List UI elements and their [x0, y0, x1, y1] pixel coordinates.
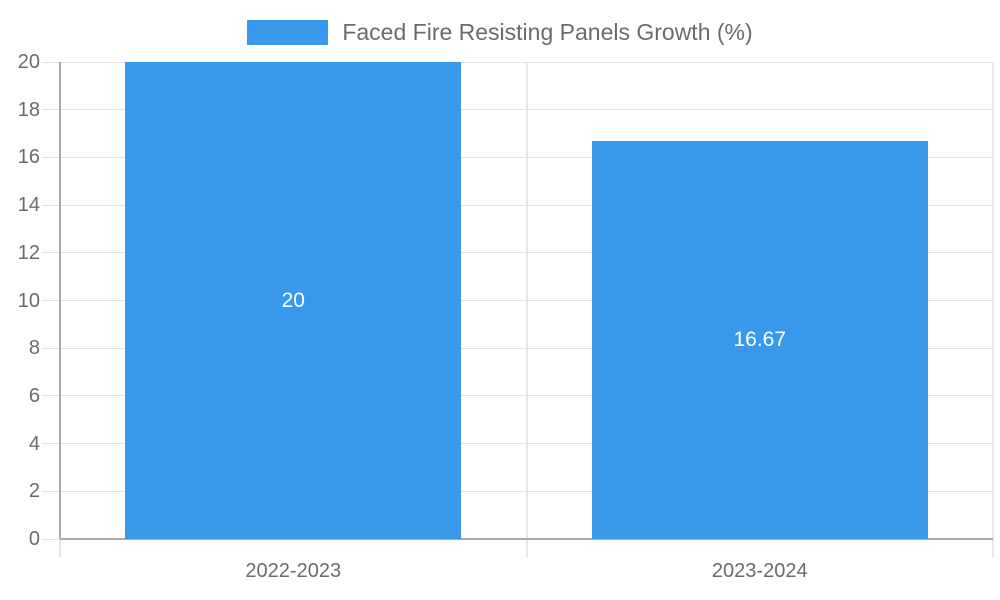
y-axis-tick-label: 18 — [17, 98, 40, 121]
y-axis-line — [59, 62, 61, 539]
legend-label: Faced Fire Resisting Panels Growth (%) — [342, 19, 753, 45]
y-gridline — [42, 204, 993, 206]
x-category-label: 2023-2024 — [711, 560, 808, 582]
y-gridline — [42, 443, 993, 445]
x-axis-tick — [992, 539, 994, 557]
y-gridline — [42, 395, 993, 397]
y-gridline — [42, 109, 993, 111]
y-gridline — [42, 156, 993, 158]
legend: Faced Fire Resisting Panels Growth (%) — [0, 19, 1000, 46]
x-axis-tick — [59, 539, 61, 557]
category-boundary-gridline — [992, 62, 994, 539]
y-axis-tick-label: 10 — [17, 289, 40, 312]
legend-swatch — [247, 20, 329, 45]
y-gridline — [42, 61, 993, 63]
y-axis-tick-label: 20 — [17, 51, 40, 73]
y-axis-tick-label: 12 — [17, 241, 40, 264]
x-category-label: 2022-2023 — [245, 560, 342, 582]
bar — [125, 62, 462, 539]
category-boundary-gridline — [525, 62, 528, 539]
y-axis-tick-label: 4 — [28, 432, 40, 455]
bar — [591, 141, 928, 539]
y-axis-tick-label: 6 — [28, 384, 40, 407]
y-axis-tick-label: 14 — [17, 194, 40, 217]
x-axis-tick — [525, 539, 528, 557]
bar-value-label: 20 — [281, 288, 305, 312]
y-gridline — [42, 300, 993, 301]
y-axis-tick-label: 8 — [28, 337, 40, 360]
x-axis-line — [60, 538, 993, 540]
bar-value-label: 16.67 — [733, 328, 787, 352]
y-gridline — [42, 490, 993, 492]
y-axis-tick-label: 2 — [28, 480, 40, 503]
y-axis-tick-label: 0 — [28, 528, 40, 550]
y-gridline — [42, 252, 993, 254]
y-axis-tick-label: 16 — [17, 146, 40, 169]
y-gridline — [42, 347, 993, 349]
